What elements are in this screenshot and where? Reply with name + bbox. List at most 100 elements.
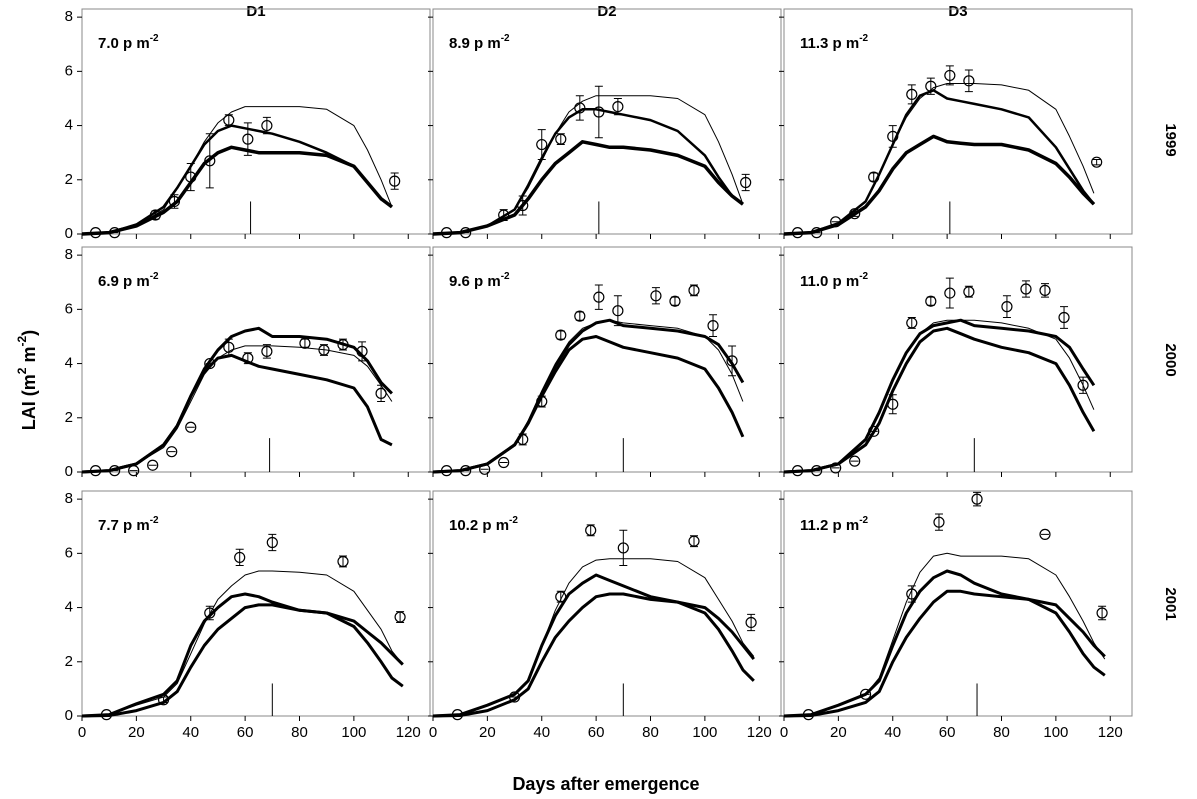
observation [612, 305, 624, 317]
observation [375, 387, 387, 399]
observation [617, 542, 629, 554]
y-title-part: m [19, 346, 39, 367]
y-tick-label: 6 [65, 300, 73, 317]
observation [963, 75, 975, 87]
observation [100, 709, 113, 721]
density-text: 9.6 p m [449, 273, 501, 290]
error-bar [186, 163, 195, 192]
observation [109, 465, 121, 477]
observation [517, 433, 529, 446]
observation [185, 421, 197, 433]
observation [887, 130, 899, 143]
x-tick-label: 20 [479, 724, 496, 741]
observation [830, 462, 842, 474]
observation [944, 69, 956, 82]
observation [166, 446, 178, 458]
density-sup: -2 [509, 515, 518, 526]
x-tick-label: 20 [128, 724, 145, 741]
error-bar [741, 173, 750, 192]
observation [261, 119, 273, 132]
observation [517, 199, 529, 212]
y-title-sup: -2 [15, 335, 29, 346]
model-line [81, 353, 393, 474]
observation [1096, 607, 1108, 619]
density-sup: -2 [859, 33, 868, 44]
y-tick-label: 2 [65, 409, 73, 426]
observation [440, 465, 453, 477]
observation [944, 287, 956, 299]
observation [612, 100, 624, 113]
y-tick-label: 0 [65, 225, 73, 242]
density-sup: -2 [501, 33, 510, 44]
density-text: 6.9 p m [98, 273, 150, 290]
error-bar [205, 133, 214, 189]
observation [394, 611, 406, 623]
observation [925, 80, 937, 92]
density-label: 6.9 p m-2 [98, 271, 159, 290]
y-tick-label: 8 [65, 246, 73, 263]
x-tick-label: 20 [830, 724, 847, 741]
model-line [783, 326, 1096, 474]
observation [318, 344, 330, 356]
error-bar [888, 394, 897, 415]
density-text: 11.0 p m [800, 273, 859, 290]
row-title: 2001 [1162, 587, 1179, 620]
density-text: 11.2 p m [800, 517, 859, 534]
error-bar [575, 311, 584, 321]
observation [204, 357, 216, 370]
observation [389, 175, 401, 187]
density-text: 7.0 p m [98, 35, 150, 52]
y-axis-title: LAI (m2 m-2) [15, 330, 39, 430]
observation [149, 209, 162, 221]
observation [555, 329, 567, 341]
observation [906, 317, 918, 329]
x-tick-label: 40 [533, 724, 550, 741]
y-tick-label: 0 [65, 707, 73, 724]
density-sup: -2 [150, 515, 159, 526]
plot-frame [783, 490, 1133, 717]
error-bar [1021, 280, 1030, 298]
model-line [432, 319, 744, 473]
observation [223, 114, 235, 126]
column-title: D3 [948, 3, 967, 20]
model-line [783, 319, 1095, 473]
y-tick-label: 6 [65, 544, 73, 561]
observation [337, 338, 349, 351]
observation [971, 493, 983, 505]
x-tick-label: 80 [291, 724, 308, 741]
observation [574, 102, 586, 114]
observation [650, 290, 662, 302]
observation [802, 709, 815, 721]
observation [508, 691, 521, 703]
error-bar [377, 384, 386, 403]
column-title: D2 [597, 3, 616, 20]
observation [1020, 283, 1032, 295]
observation [868, 171, 880, 183]
observation [460, 227, 472, 239]
plot-frame [432, 8, 782, 235]
error-bar [159, 696, 168, 703]
observation [555, 133, 567, 145]
observation [740, 176, 752, 189]
observation [536, 395, 548, 408]
x-tick-label: 120 [747, 724, 772, 741]
observation [1091, 156, 1103, 168]
model-line [783, 552, 1106, 717]
error-bar [300, 338, 309, 348]
x-axis-title: Days after emergence [512, 774, 699, 794]
observation [147, 459, 159, 471]
density-label: 9.6 p m-2 [449, 271, 510, 290]
observation [1039, 528, 1051, 540]
error-bar [556, 330, 565, 340]
density-sup: -2 [501, 271, 510, 282]
plot-frame [783, 246, 1133, 473]
observation [261, 345, 273, 357]
error-bar [934, 513, 943, 531]
observation [925, 295, 937, 307]
y-title-part: LAI (m [19, 374, 39, 430]
density-sup: -2 [150, 33, 159, 44]
model-line [432, 140, 744, 236]
error-bar [235, 548, 244, 567]
y-tick-label: 8 [65, 8, 73, 25]
error-bar [1092, 158, 1101, 166]
